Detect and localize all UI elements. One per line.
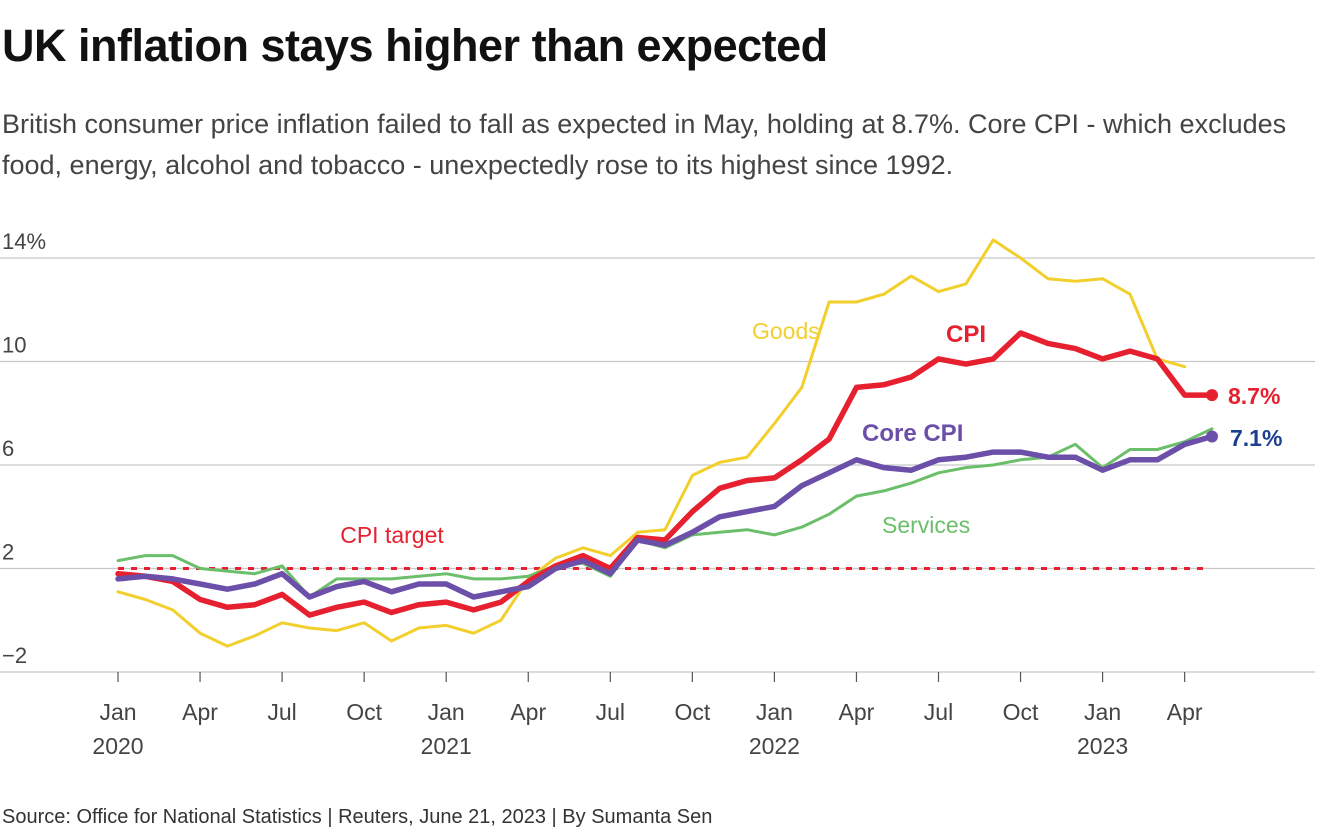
- chart-subtitle: British consumer price inflation failed …: [2, 109, 1287, 180]
- x-axis: Jan 2020 Apr Jul Oct Jan 2021 Apr Jul Oct Jan 2022 A…: [92, 672, 1203, 759]
- series-labels: Goods Services CPI Core CPI 8.7% 7.1%: [752, 318, 1282, 538]
- services-label: Services: [882, 512, 970, 538]
- inflation-line-chart: 14% 10 6 2 −2 Jan 2020 Apr Jul Oct Jan 2021 Apr Jul O…: [0, 229, 1315, 759]
- x-tick-year: 2022: [749, 733, 800, 759]
- y-tick-label: 6: [2, 436, 14, 461]
- y-tick-label: −2: [2, 643, 27, 668]
- cpi-target: CPI target: [118, 522, 1204, 570]
- x-tick-year: 2020: [92, 733, 143, 759]
- cpi-line: [115, 330, 1215, 618]
- x-tick-year: 2023: [1077, 733, 1128, 759]
- x-tick-label: Oct: [1003, 699, 1039, 725]
- goods-line: [116, 238, 1187, 648]
- core-line: [115, 433, 1215, 600]
- x-tick-label: Jan: [99, 699, 136, 725]
- x-tick-label: Oct: [346, 699, 382, 725]
- page-title: UK inflation stays higher than expected: [2, 20, 828, 71]
- cpi-end-marker: [1206, 389, 1218, 402]
- core-cpi-label: Core CPI: [862, 420, 963, 447]
- x-tick-label: Jan: [1084, 699, 1121, 725]
- cpi-end-value: 8.7%: [1228, 383, 1280, 409]
- x-tick-year: 2021: [421, 733, 472, 759]
- x-tick-label: Jul: [267, 699, 296, 725]
- y-tick-label: 10: [2, 333, 26, 358]
- source-note: Source: Office for National Statistics |…: [2, 806, 713, 828]
- x-tick-label: Apr: [1167, 699, 1203, 725]
- y-axis-labels: 14% 10 6 2 −2: [2, 229, 46, 668]
- core-cpi-end-marker: [1206, 430, 1218, 443]
- cpi-target-label: CPI target: [340, 522, 444, 548]
- goods-label: Goods: [752, 318, 820, 344]
- x-tick-label: Jan: [428, 699, 465, 725]
- series-lines: [115, 238, 1215, 648]
- y-tick-label: 14%: [2, 229, 46, 254]
- x-tick-label: Apr: [182, 699, 218, 725]
- x-tick-label: Apr: [839, 699, 875, 725]
- x-tick-label: Jul: [924, 699, 953, 725]
- y-tick-label: 2: [2, 540, 14, 565]
- x-tick-label: Apr: [510, 699, 546, 725]
- core-cpi-end-value: 7.1%: [1230, 425, 1282, 451]
- cpi-label: CPI: [946, 321, 986, 348]
- x-tick-label: Jul: [596, 699, 625, 725]
- x-tick-label: Oct: [674, 699, 710, 725]
- x-tick-label: Jan: [756, 699, 793, 725]
